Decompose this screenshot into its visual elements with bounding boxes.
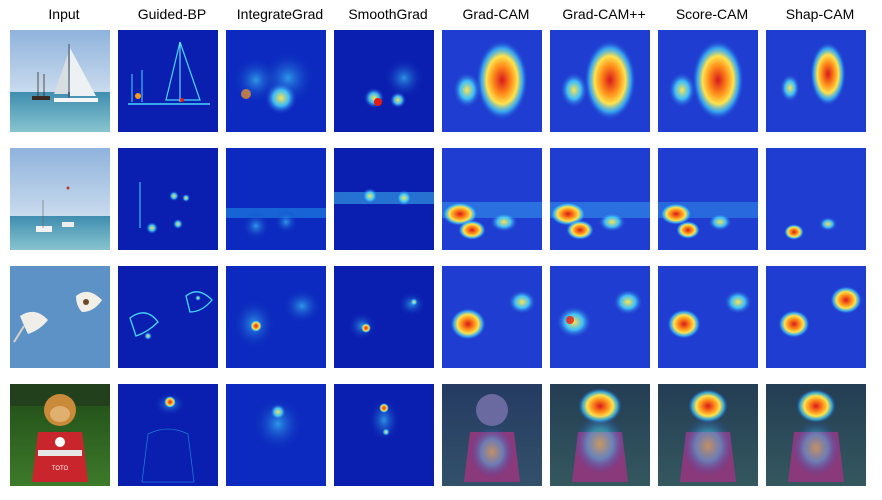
row3-shap-cam xyxy=(766,266,866,368)
header-grad-cam: Grad-CAM xyxy=(462,6,530,22)
row3-guided-bp xyxy=(118,266,218,368)
row2-score-cam xyxy=(658,148,758,250)
row1-integrategrad xyxy=(226,30,326,132)
row3-grad-cam-pp xyxy=(550,266,650,368)
row4-grad-cam xyxy=(442,384,542,486)
row4-score-cam xyxy=(658,384,758,486)
row4-grad-cam-pp xyxy=(550,384,650,486)
row2-smoothgrad xyxy=(334,148,434,250)
header-integrategrad: IntegrateGrad xyxy=(236,6,324,22)
row1-smoothgrad xyxy=(334,30,434,132)
row1-grad-cam xyxy=(442,30,542,132)
row1-guided-bp xyxy=(118,30,218,132)
row3-input-image xyxy=(10,266,110,368)
row3-integrategrad xyxy=(226,266,326,368)
row2-integrategrad xyxy=(226,148,326,250)
header-shap-cam: Shap-CAM xyxy=(785,6,855,22)
row2-grad-cam xyxy=(442,148,542,250)
row4-shap-cam xyxy=(766,384,866,486)
row2-grad-cam-pp xyxy=(550,148,650,250)
row1-score-cam xyxy=(658,30,758,132)
row1-grad-cam-pp xyxy=(550,30,650,132)
row2-input-image xyxy=(10,148,110,250)
dog-jersey-text: TOTO xyxy=(52,466,69,472)
row1-input-image xyxy=(10,30,110,132)
row3-score-cam xyxy=(658,266,758,368)
header-grad-cam-pp: Grad-CAM++ xyxy=(562,6,646,22)
row3-smoothgrad xyxy=(334,266,434,368)
header-score-cam: Score-CAM xyxy=(675,6,749,22)
row4-integrategrad xyxy=(226,384,326,486)
header-guided-bp: Guided-BP xyxy=(137,6,207,22)
row2-shap-cam xyxy=(766,148,866,250)
row4-guided-bp xyxy=(118,384,218,486)
row4-smoothgrad xyxy=(334,384,434,486)
row1-shap-cam xyxy=(766,30,866,132)
header-smoothgrad: SmoothGrad xyxy=(348,6,428,22)
row4-input-image: TOTO xyxy=(10,384,110,486)
header-input: Input xyxy=(48,6,80,22)
row3-grad-cam xyxy=(442,266,542,368)
row2-guided-bp xyxy=(118,148,218,250)
